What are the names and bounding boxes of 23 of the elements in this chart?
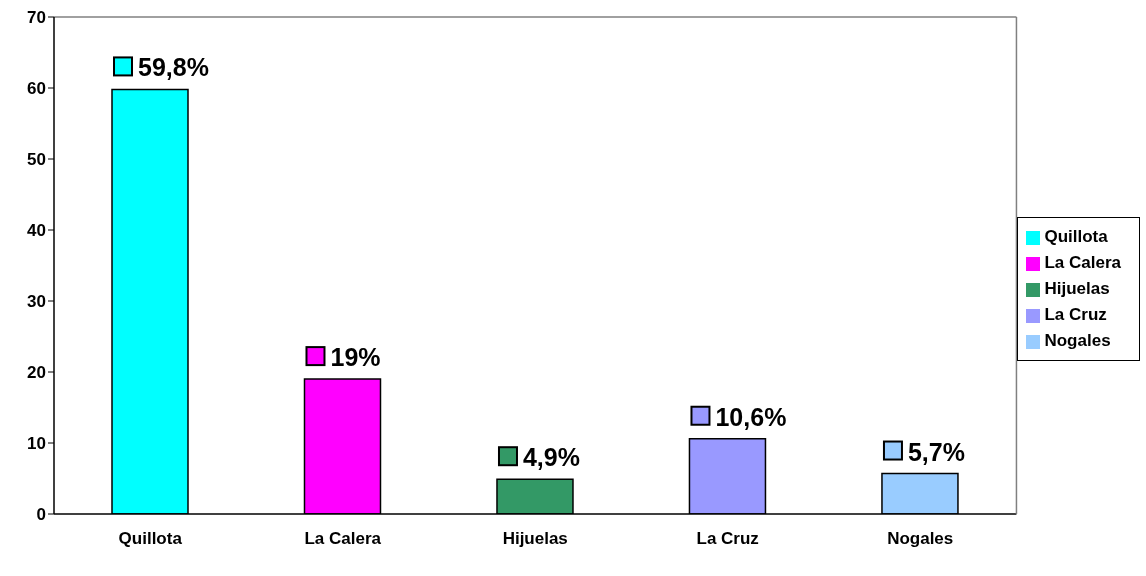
legend-label: La Calera	[1044, 253, 1121, 272]
x-tick-label: La Calera	[304, 529, 382, 549]
data-label: 4,9%	[522, 443, 580, 472]
data-label: 59,8%	[138, 53, 209, 82]
x-tick-label: Hijuelas	[502, 529, 568, 549]
y-tick-label: 50	[27, 150, 46, 170]
legend-label: Hijuelas	[1044, 279, 1110, 298]
y-tick-label: 30	[27, 292, 46, 312]
legend-label: La Cruz	[1044, 305, 1107, 324]
y-tick-label: 10	[27, 434, 46, 454]
data-label: 19%	[330, 343, 381, 372]
y-tick-label: 60	[27, 79, 46, 99]
x-tick-label: La Cruz	[696, 529, 759, 549]
legend-label: Quillota	[1044, 227, 1108, 246]
y-tick-label: 40	[27, 221, 46, 241]
data-label: 5,7%	[907, 437, 965, 466]
y-tick-label: 0	[36, 505, 46, 525]
x-tick-label: Quillota	[118, 529, 183, 549]
data-label: 10,6%	[715, 402, 787, 431]
x-tick-label: Nogales	[887, 529, 954, 549]
y-tick-label: 20	[27, 363, 46, 383]
y-tick-label: 70	[27, 8, 46, 28]
legend-label: Nogales	[1044, 331, 1111, 350]
